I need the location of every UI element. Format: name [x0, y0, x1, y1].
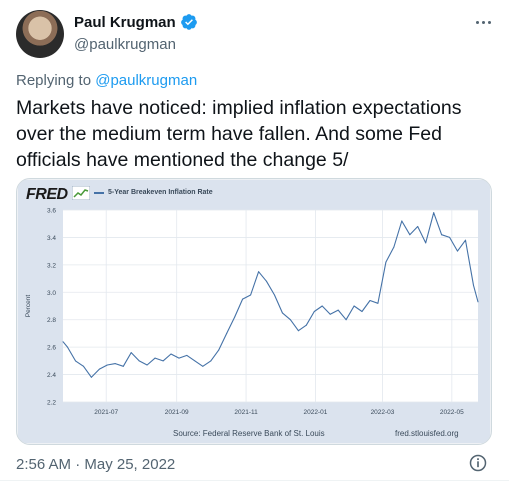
data-point	[202, 365, 204, 367]
data-point	[417, 226, 419, 227]
y-tick-label: 3.2	[47, 262, 56, 269]
data-point	[122, 365, 124, 367]
data-point	[353, 305, 355, 307]
data-point	[313, 311, 315, 312]
data-point	[297, 330, 299, 332]
x-tick-label: 2021-07	[94, 409, 118, 416]
data-point	[234, 316, 236, 318]
legend-label: 5-Year Breakeven Inflation Rate	[108, 189, 213, 196]
data-point	[154, 357, 156, 359]
info-icon[interactable]	[468, 453, 488, 473]
data-point	[242, 298, 244, 300]
fred-graph-icon	[72, 186, 90, 200]
data-point	[178, 357, 180, 359]
data-point	[226, 332, 228, 334]
data-point	[425, 242, 427, 244]
data-point	[477, 301, 479, 303]
data-point	[321, 305, 323, 307]
data-point	[305, 324, 307, 326]
y-tick-label: 2.2	[47, 400, 56, 407]
fred-logo: FRED	[26, 186, 68, 203]
data-point	[393, 246, 395, 248]
chart-panel: 2.2 2.4 2.6 2.8 3.0 3.2 3.4 3.6 2021-07 2021-09 20…	[18, 180, 490, 443]
data-point	[83, 365, 84, 367]
chart-card[interactable]: 2.2 2.4 2.6 2.8 3.0 3.2 3.4 3.6 2021-07 2021-09 20…	[16, 178, 492, 445]
series-line-5yr-breakeven	[62, 212, 479, 378]
data-point	[75, 360, 76, 362]
data-point	[258, 271, 260, 273]
data-point	[401, 220, 403, 222]
tweet-text: Markets have noticed: implied inflation …	[16, 97, 462, 171]
data-point	[345, 319, 347, 321]
tweet-timestamp[interactable]: 2:56 AM · May 25, 2022	[16, 456, 176, 473]
plot-area	[63, 210, 478, 402]
y-tick-label: 2.6	[47, 345, 56, 352]
data-point	[138, 360, 140, 362]
data-point	[162, 360, 164, 362]
y-tick-label: 3.4	[47, 235, 56, 242]
data-point	[170, 353, 172, 355]
data-point	[369, 300, 371, 301]
data-point	[130, 352, 132, 354]
data-point	[67, 346, 68, 348]
x-tick-label: 2021-11	[234, 409, 258, 416]
author-row: Paul Krugman	[74, 13, 198, 31]
author-name[interactable]: Paul Krugman	[74, 13, 176, 31]
data-point	[449, 236, 451, 238]
chart-legend: 5-Year Breakeven Inflation Rate	[94, 189, 213, 196]
x-tick-label: 2022-01	[303, 409, 327, 416]
verified-badge-icon	[180, 14, 197, 30]
more-icon[interactable]	[471, 12, 495, 32]
data-point	[266, 280, 267, 282]
data-point	[337, 309, 339, 311]
data-point	[377, 302, 379, 304]
x-tick-label: 2021-09	[165, 409, 189, 416]
data-point	[114, 363, 116, 365]
y-tick-label: 2.8	[47, 317, 56, 324]
data-point	[441, 234, 443, 236]
data-point	[250, 294, 252, 296]
data-point	[218, 349, 220, 351]
data-point	[210, 360, 212, 362]
data-point	[186, 354, 188, 356]
data-point	[90, 376, 92, 378]
legend-line	[94, 191, 104, 194]
x-tick-label: 2022-03	[371, 409, 395, 416]
chart-source: Source: Federal Reserve Bank of St. Loui…	[173, 429, 325, 438]
author-handle[interactable]: @paulkrugman	[74, 36, 176, 53]
x-tick-label: 2022-05	[440, 409, 464, 416]
reply-prefix: Replying to	[16, 72, 92, 89]
data-point	[329, 313, 331, 315]
data-point	[409, 234, 411, 236]
data-point	[289, 319, 291, 321]
data-point	[98, 368, 100, 370]
line-chart: 2.2 2.4 2.6 2.8 3.0 3.2 3.4 3.6 2021-07 2021-09 20…	[25, 208, 479, 416]
data-point	[106, 364, 108, 366]
data-point	[281, 312, 283, 314]
y-tick-label: 3.0	[47, 290, 56, 297]
data-point	[62, 341, 64, 343]
data-point	[274, 294, 275, 296]
reply-context: Replying to @paulkrugman	[16, 72, 197, 89]
data-point	[457, 250, 458, 252]
data-point	[433, 212, 435, 214]
reply-to-link[interactable]: @paulkrugman	[95, 72, 198, 89]
data-point	[473, 284, 474, 286]
data-point	[146, 364, 148, 366]
data-point	[385, 261, 387, 263]
data-point	[361, 311, 363, 312]
y-axis-label: Percent	[25, 295, 32, 318]
data-point	[194, 360, 196, 362]
y-tick-label: 2.4	[47, 372, 56, 379]
y-tick-label: 3.6	[47, 208, 56, 215]
chart-site[interactable]: fred.stlouisfed.org	[395, 429, 459, 438]
avatar[interactable]	[16, 10, 64, 58]
divider	[0, 480, 509, 481]
data-point	[465, 239, 466, 241]
